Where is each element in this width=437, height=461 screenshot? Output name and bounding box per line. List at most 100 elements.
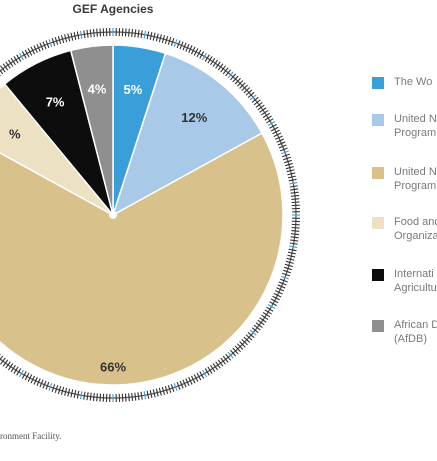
ring-tick xyxy=(288,178,297,182)
ring-tick xyxy=(285,260,294,264)
ring-tick xyxy=(54,385,59,394)
pie-slices xyxy=(0,44,284,386)
ring-tick xyxy=(261,109,269,116)
ring-tick xyxy=(96,28,98,37)
ring-tick xyxy=(48,39,53,47)
ring-tick xyxy=(128,28,130,37)
ring-tick xyxy=(24,49,30,58)
legend-label: The Wo xyxy=(394,76,433,88)
ring-tick xyxy=(190,375,196,384)
ring-tick xyxy=(290,233,300,236)
ring-tick xyxy=(267,304,276,309)
ring-tick xyxy=(287,172,296,176)
ring-tick xyxy=(92,392,95,402)
ring-tick xyxy=(289,181,298,185)
ring-tick xyxy=(289,185,298,188)
ring-tick xyxy=(170,384,175,392)
outer-tick-ring xyxy=(0,28,300,402)
ring-tick xyxy=(291,201,300,204)
ring-tick xyxy=(42,380,47,389)
ring-tick xyxy=(167,36,172,45)
ring-tick xyxy=(99,393,102,402)
ring-tick xyxy=(217,63,224,71)
ring-tick xyxy=(137,392,140,401)
ring-tick xyxy=(134,392,137,401)
ring-tick xyxy=(282,153,290,158)
ring-tick xyxy=(227,351,234,359)
pie-slice-2 xyxy=(111,52,263,217)
ring-tick xyxy=(234,77,241,85)
ring-tick xyxy=(287,251,297,255)
ring-tick xyxy=(264,309,272,315)
ring-tick xyxy=(21,371,27,379)
ring-tick xyxy=(10,364,16,373)
ring-tick xyxy=(193,374,199,382)
ring-tick xyxy=(36,43,41,52)
ring-tick xyxy=(51,384,56,392)
ring-tick xyxy=(7,59,14,67)
ring-tick xyxy=(290,239,299,242)
legend-swatch xyxy=(372,77,384,89)
ring-tick xyxy=(0,355,4,361)
slice-percent-label: 5% xyxy=(124,82,143,97)
slice-percent-label: % xyxy=(9,127,21,142)
ring-tick xyxy=(24,372,30,381)
ring-tick xyxy=(291,230,300,232)
ring-tick xyxy=(212,59,219,67)
ring-tick xyxy=(202,369,207,378)
ring-tick xyxy=(222,67,229,75)
ring-tick xyxy=(19,369,24,378)
ring-tick xyxy=(259,107,267,113)
ring-tick xyxy=(33,376,38,385)
ring-tick xyxy=(199,371,205,379)
ring-tick xyxy=(281,275,289,280)
ring-tick xyxy=(161,386,166,395)
ring-tick xyxy=(272,129,280,135)
ring-tick xyxy=(167,385,172,394)
ring-tick xyxy=(261,314,269,321)
ring-tick xyxy=(274,135,283,140)
ring-tick xyxy=(60,386,65,395)
ring-tick xyxy=(207,56,213,64)
ring-tick xyxy=(279,147,288,152)
ring-tick xyxy=(124,393,127,402)
ring-tick xyxy=(146,31,150,40)
ring-tick xyxy=(264,115,272,121)
ring-tick xyxy=(290,194,300,197)
ring-tick xyxy=(176,40,181,49)
ring-tick xyxy=(10,57,16,66)
ring-tick xyxy=(39,42,44,51)
legend-label: Food and Organiza xyxy=(394,216,437,242)
ring-tick xyxy=(131,392,134,402)
ring-tick xyxy=(92,28,95,38)
ring-tick xyxy=(158,34,162,43)
ring-tick xyxy=(73,31,77,41)
ring-tick xyxy=(137,29,140,38)
ring-tick xyxy=(182,379,187,388)
ring-tick xyxy=(251,96,259,103)
ring-tick xyxy=(289,242,298,245)
ring-tick xyxy=(164,36,169,44)
ring-tick xyxy=(27,48,33,56)
slice-percent-label: 4% xyxy=(88,82,107,97)
ring-tick xyxy=(48,383,53,391)
ring-tick xyxy=(215,61,221,69)
ring-tick xyxy=(245,89,253,96)
ring-tick xyxy=(269,301,277,307)
ring-tick xyxy=(282,272,290,277)
ring-tick xyxy=(170,38,175,46)
ring-tick xyxy=(225,353,232,361)
ring-tick xyxy=(76,31,80,40)
ring-tick xyxy=(16,368,22,376)
ring-tick xyxy=(283,156,292,161)
ring-tick xyxy=(83,30,86,39)
ring-tick xyxy=(21,51,27,59)
ring-tick xyxy=(272,295,280,301)
ring-tick xyxy=(161,35,166,44)
ring-tick xyxy=(249,94,257,101)
ring-tick xyxy=(67,388,71,397)
ring-tick xyxy=(173,39,178,47)
ring-tick xyxy=(134,29,137,38)
ring-tick xyxy=(204,54,210,62)
